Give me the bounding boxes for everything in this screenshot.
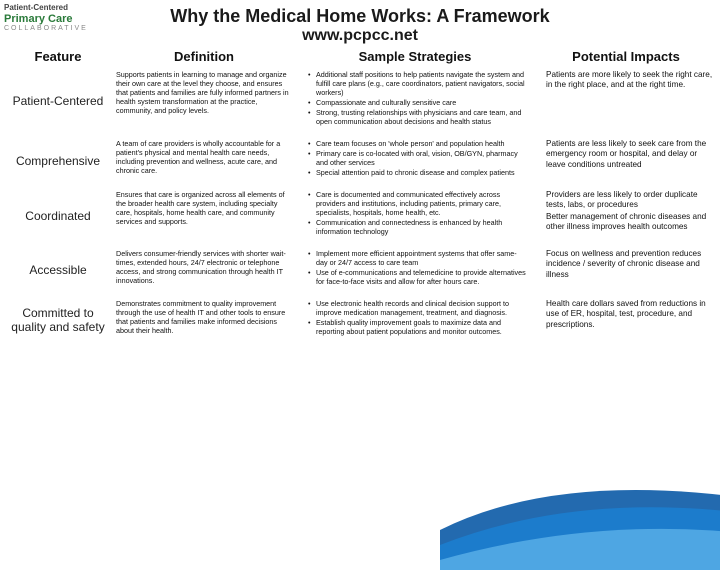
feature-label: Coordinated — [8, 186, 108, 245]
swoosh-decoration — [440, 460, 720, 570]
strategy-item: Use of e-communications and telemedicine… — [310, 268, 528, 286]
strategies-list: Care team focuses on 'whole person' and … — [300, 135, 530, 186]
logo-line2: Primary Care — [4, 13, 88, 25]
strategies-list: Use electronic health records and clinic… — [300, 295, 530, 345]
impact-item: Providers are less likely to order dupli… — [546, 190, 714, 211]
logo: Patient-Centered Primary Care COLLABORAT… — [4, 4, 88, 33]
impact-item: Health care dollars saved from reduction… — [546, 299, 714, 330]
impacts-text: Focus on wellness and prevention reduces… — [536, 245, 716, 295]
page-subtitle: www.pcpcc.net — [0, 27, 720, 49]
strategy-item: Additional staff positions to help patie… — [310, 70, 528, 97]
impact-item: Patients are more likely to seek the rig… — [546, 70, 714, 91]
strategies-list: Care is documented and communicated effe… — [300, 186, 530, 245]
impacts-text: Patients are less likely to seek care fr… — [536, 135, 716, 186]
definition-text: Ensures that care is organized across al… — [114, 186, 294, 245]
impact-item: Focus on wellness and prevention reduces… — [546, 249, 714, 280]
definition-text: A team of care providers is wholly accou… — [114, 135, 294, 186]
strategy-item: Communication and connectedness is enhan… — [310, 218, 528, 236]
impacts-text: Providers are less likely to order dupli… — [536, 186, 716, 245]
strategy-item: Use electronic health records and clinic… — [310, 299, 528, 317]
col-impacts: Potential Impacts — [536, 49, 716, 66]
impacts-text: Patients are more likely to seek the rig… — [536, 66, 716, 135]
strategy-item: Special attention paid to chronic diseas… — [310, 168, 528, 177]
col-definition: Definition — [114, 49, 294, 66]
logo-line3: COLLABORATIVE — [4, 25, 88, 33]
impact-item: Better management of chronic diseases an… — [546, 212, 714, 233]
page-title: Why the Medical Home Works: A Framework — [0, 0, 720, 27]
col-feature: Feature — [8, 49, 108, 66]
strategy-item: Strong, trusting relationships with phys… — [310, 108, 528, 126]
definition-text: Demonstrates commitment to quality impro… — [114, 295, 294, 345]
feature-label: Patient-Centered — [8, 66, 108, 135]
strategy-item: Implement more efficient appointment sys… — [310, 249, 528, 267]
framework-table: Feature Definition Sample Strategies Pot… — [0, 49, 720, 66]
definition-text: Delivers consumer-friendly services with… — [114, 245, 294, 295]
col-strategies: Sample Strategies — [300, 49, 530, 66]
rows-container: Patient-CenteredSupports patients in lea… — [0, 66, 720, 345]
strategy-item: Care is documented and communicated effe… — [310, 190, 528, 217]
logo-line1: Patient-Centered — [4, 4, 88, 13]
strategies-list: Additional staff positions to help patie… — [300, 66, 530, 135]
strategy-item: Care team focuses on 'whole person' and … — [310, 139, 528, 148]
strategy-item: Compassionate and culturally sensitive c… — [310, 98, 528, 107]
definition-text: Supports patients in learning to manage … — [114, 66, 294, 135]
strategy-item: Establish quality improvement goals to m… — [310, 318, 528, 336]
feature-label: Comprehensive — [8, 135, 108, 186]
impacts-text: Health care dollars saved from reduction… — [536, 295, 716, 345]
strategy-item: Primary care is co-located with oral, vi… — [310, 149, 528, 167]
impact-item: Patients are less likely to seek care fr… — [546, 139, 714, 170]
feature-label: Committed to quality and safety — [8, 295, 108, 345]
feature-label: Accessible — [8, 245, 108, 295]
strategies-list: Implement more efficient appointment sys… — [300, 245, 530, 295]
